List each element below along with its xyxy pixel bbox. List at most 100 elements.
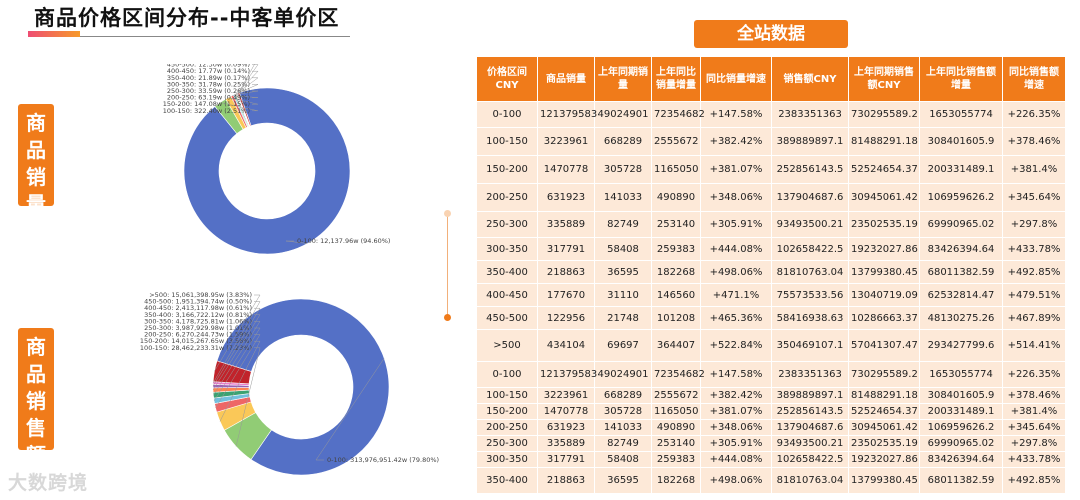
table-row: 200-250 631923 141033 490890 +348.06% 1379046… xyxy=(477,184,1065,211)
label-leader-line xyxy=(236,70,259,94)
table-cell: 30945061.42 xyxy=(849,184,919,211)
table-cell: 75573533.56 xyxy=(772,284,848,306)
table-cell: 82749 xyxy=(595,212,651,237)
donut-slice-0-100 xyxy=(216,298,390,476)
table-cell: 150-200 xyxy=(477,404,537,419)
table-row: 350-400 218863 36595 182268 +498.06% 81810763… xyxy=(477,261,1065,283)
table-cell: 350-400 xyxy=(477,261,537,283)
table-cell: 122956 xyxy=(538,307,594,329)
table-cell: +345.64% xyxy=(1003,184,1065,211)
divider-line xyxy=(447,214,448,318)
table-row: 0-100 121379583 49024901 72354682 +147.58% 23… xyxy=(477,362,1065,387)
table-cell: 253140 xyxy=(652,436,700,451)
table-cell: 182268 xyxy=(652,468,700,493)
side-label-char: 品 xyxy=(26,138,46,162)
table-cell: +433.78% xyxy=(1003,238,1065,260)
slice-label-250-300: 250-300: 33.59w (0.26%) xyxy=(167,87,250,95)
column-header: 商品销量 xyxy=(538,57,594,101)
side-label-sales: 商 品 销 售 额 xyxy=(18,328,54,467)
table-cell: 68011382.59 xyxy=(920,468,1002,493)
table-cell: 81810763.04 xyxy=(772,261,848,283)
table-cell: +444.08% xyxy=(701,452,771,467)
table-cell: 58408 xyxy=(595,452,651,467)
table-cell: 490890 xyxy=(652,184,700,211)
table-cell: 150-200 xyxy=(477,156,537,183)
slice-label-400-450: 400-450: 17.77w (0.14%) xyxy=(167,67,250,75)
table-row: 0-100 121379583 49024901 72354682 +147.58% 23… xyxy=(477,102,1065,127)
table-cell: 490890 xyxy=(652,420,700,435)
table-cell: 335889 xyxy=(538,212,594,237)
table-cell: 200-250 xyxy=(477,184,537,211)
slice-label-200-250: 200-250: 6,270,244.73w (1.59%) xyxy=(144,331,252,339)
slice-label-250-300: 250-300: 3,987,929.98w (1.01%) xyxy=(144,324,252,332)
table-cell: 82749 xyxy=(595,436,651,451)
table-cell: 305728 xyxy=(595,404,651,419)
table-cell: 450-500 xyxy=(477,307,537,329)
table-cell: 293427799.6 xyxy=(920,330,1002,361)
label-leader-line xyxy=(235,84,259,95)
table-cell: 141033 xyxy=(595,420,651,435)
table-cell: 252856143.5 xyxy=(772,156,848,183)
table-cell: +226.35% xyxy=(1003,362,1065,387)
table-row: 300-350 317791 58408 259383 +444.08% 10265842… xyxy=(477,452,1065,467)
table-cell: +381.4% xyxy=(1003,404,1065,419)
side-label-char: 额 xyxy=(26,443,46,467)
table-cell: +305.91% xyxy=(701,436,771,451)
table-cell: 218863 xyxy=(538,468,594,493)
table-cell: 335889 xyxy=(538,436,594,451)
table-cell: 1470778 xyxy=(538,156,594,183)
table-cell: 23502535.19 xyxy=(849,212,919,237)
table-cell: 200331489.1 xyxy=(920,156,1002,183)
table-cell: +147.58% xyxy=(701,362,771,387)
data-table: 价格区间CNY 商品销量 上年同期销量 上年同比销量增量 同比销量增速 销售额CNY 上年同… xyxy=(476,56,1066,494)
table-cell: 23502535.19 xyxy=(849,436,919,451)
side-label-char: 售 xyxy=(26,416,46,440)
label-leader-line xyxy=(232,95,259,98)
table-cell: 69990965.02 xyxy=(920,212,1002,237)
table-row: 400-450 177670 31110 146560 +471.1% 75573533.… xyxy=(477,284,1065,306)
table-cell: +492.85% xyxy=(1003,261,1065,283)
table-cell: 0-100 xyxy=(477,362,537,387)
table-cell: 730295589.2 xyxy=(849,102,919,127)
table-cell: 2555672 xyxy=(652,388,700,403)
table-cell: +297.8% xyxy=(1003,436,1065,451)
label-leader-line xyxy=(228,97,259,105)
table-cell: 30945061.42 xyxy=(849,420,919,435)
table-cell: 2383351363 xyxy=(772,362,848,387)
table-cell: 3223961 xyxy=(538,128,594,155)
side-label-char: 销 xyxy=(26,389,46,413)
table-cell: 68011382.59 xyxy=(920,261,1002,283)
table-cell: 141033 xyxy=(595,184,651,211)
column-header: 同比销量增速 xyxy=(701,57,771,101)
table-cell: +381.4% xyxy=(1003,156,1065,183)
table-cell: 121379583 xyxy=(538,362,597,387)
table-cell: 49024901 xyxy=(595,362,651,387)
table-cell: 62532814.47 xyxy=(920,284,1002,306)
slice-label-0-100: 0-100: 313,976,951.42w (79.80%) xyxy=(327,456,439,464)
table-row: 250-300 335889 82749 253140 +305.91% 93493500… xyxy=(477,436,1065,451)
table-cell: 1165050 xyxy=(652,404,700,419)
table-cell: 106959626.2 xyxy=(920,420,1002,435)
table-cell: 13799380.45 xyxy=(849,261,919,283)
table-cell: 668289 xyxy=(595,388,651,403)
table-cell: 0-100 xyxy=(477,102,537,127)
table-cell: +348.06% xyxy=(701,420,771,435)
side-label-char: 品 xyxy=(26,362,46,386)
table-cell: 48130275.26 xyxy=(920,307,1002,329)
table-cell: 72354682 xyxy=(652,362,705,387)
side-label-char: 量 xyxy=(26,192,46,216)
table-cell: 389889897.1 xyxy=(772,128,848,155)
side-label-char: 商 xyxy=(26,335,46,359)
table-cell: 102658422.5 xyxy=(772,452,848,467)
slice-label-100-150: 100-150: 28,462,233.31w (7.23%) xyxy=(140,344,252,352)
table-cell: 631923 xyxy=(538,420,594,435)
table-cell: 305728 xyxy=(595,156,651,183)
table-cell: 10286663.37 xyxy=(849,307,919,329)
slice-label-150-200: 150-200: 14,015,267.65w (3.56%) xyxy=(140,337,252,345)
slice-label-450-500: 450-500: 1,951,394.74w (0.50%) xyxy=(144,298,252,306)
slice-label-400-450: 400-450: 2,413,117.98w (0.61%) xyxy=(144,304,252,312)
table-cell: +498.06% xyxy=(701,468,771,493)
table-row: 350-400 218863 36595 182268 +498.06% 81810763… xyxy=(477,468,1065,493)
side-label-volume: 商 品 销 量 xyxy=(18,104,54,216)
table-cell: +498.06% xyxy=(701,261,771,283)
